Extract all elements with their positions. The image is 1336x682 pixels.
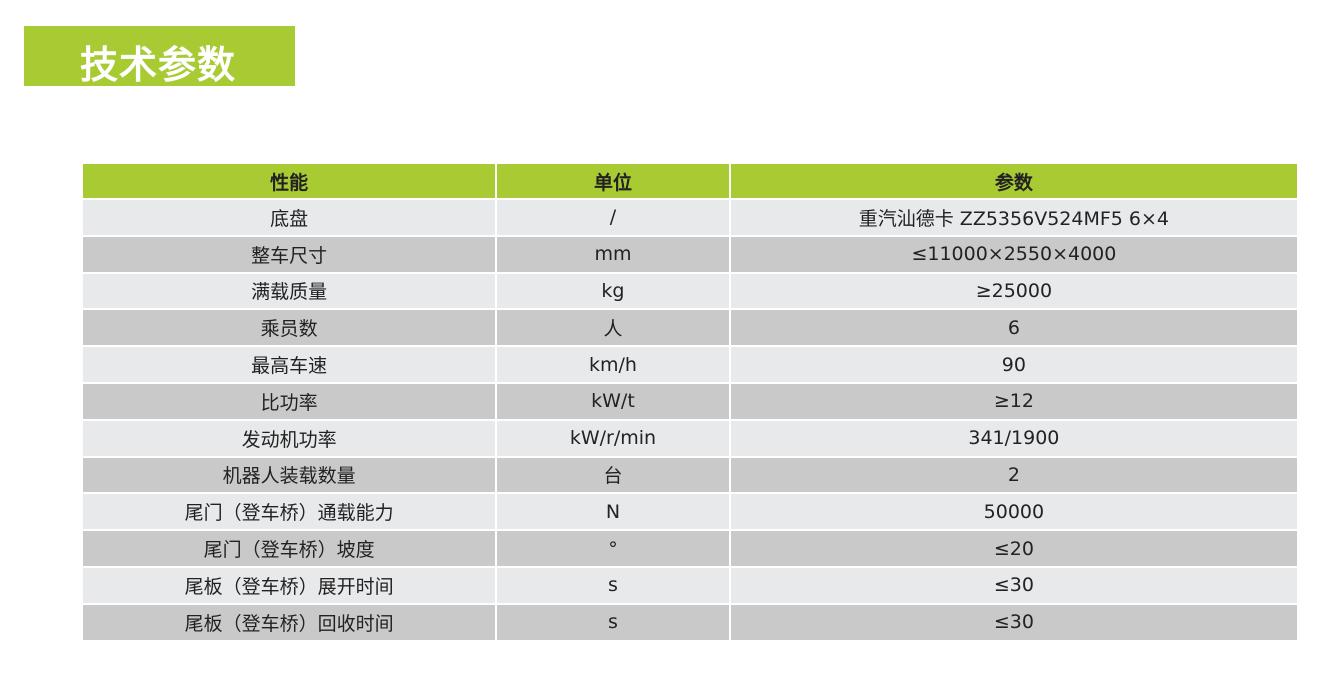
- cell-performance: 尾板（登车桥）展开时间: [83, 567, 496, 603]
- header-parameter: 参数: [730, 164, 1297, 198]
- section-title: 技术参数: [80, 43, 237, 87]
- header-performance: 性能: [83, 164, 496, 198]
- section-title-banner: 技术参数: [24, 26, 295, 87]
- cell-parameter: ≤11000×2550×4000: [730, 236, 1297, 272]
- cell-performance: 机器人装载数量: [83, 457, 496, 493]
- table-header-row: 性能 单位 参数: [83, 164, 1297, 198]
- table-row: 满载质量 kg ≥25000: [83, 273, 1297, 309]
- cell-parameter: ≥25000: [730, 273, 1297, 309]
- table-row: 底盘 / 重汽汕德卡 ZZ5356V524MF5 6×4: [83, 200, 1297, 235]
- table-row: 乘员数人 6: [83, 310, 1297, 346]
- cell-parameter: 6: [730, 310, 1297, 346]
- cell-parameter: 90: [730, 347, 1297, 382]
- cell-performance: 整车尺寸: [83, 236, 496, 272]
- cell-parameter: 重汽汕德卡 ZZ5356V524MF5 6×4: [730, 200, 1297, 235]
- cell-unit: 人: [497, 310, 729, 346]
- table-row: 尾板（登车桥）回收时间 s ≤30: [83, 604, 1297, 640]
- cell-unit: s: [497, 567, 729, 603]
- cell-unit: 台: [497, 457, 729, 493]
- cell-performance: 尾板（登车桥）回收时间: [83, 604, 496, 640]
- cell-performance: 底盘: [83, 200, 496, 235]
- cell-unit: km/h: [497, 347, 729, 382]
- cell-parameter: 341/1900: [730, 420, 1297, 456]
- table-row: 比功率 kW/t ≥12: [83, 383, 1297, 419]
- table-row: 整车尺寸 mm ≤11000×2550×4000: [83, 236, 1297, 272]
- cell-unit: °: [497, 531, 729, 566]
- cell-unit: kg: [497, 273, 729, 309]
- cell-performance: 比功率: [83, 383, 496, 419]
- table-row: 尾门（登车桥）坡度 ° ≤20: [83, 531, 1297, 566]
- table-row: 发动机功率 kW/r/min 341/1900: [83, 420, 1297, 456]
- cell-unit: kW/t: [497, 383, 729, 419]
- cell-unit: s: [497, 604, 729, 640]
- table-row: 机器人装载数量台 2: [83, 457, 1297, 493]
- cell-parameter: ≤30: [730, 567, 1297, 603]
- table-row: 尾门（登车桥）通载能力 N 50000: [83, 494, 1297, 530]
- cell-performance: 满载质量: [83, 273, 496, 309]
- cell-performance: 发动机功率: [83, 420, 496, 456]
- table-row: 最高车速 km/h 90: [83, 347, 1297, 382]
- cell-parameter: 2: [730, 457, 1297, 493]
- header-unit: 单位: [497, 164, 729, 198]
- spec-table: 性能 单位 参数 底盘 / 重汽汕德卡 ZZ5356V524MF5 6×4 整车尺寸 m…: [81, 162, 1299, 642]
- cell-performance: 尾门（登车桥）通载能力: [83, 494, 496, 530]
- cell-parameter: ≤20: [730, 531, 1297, 566]
- cell-parameter: ≤30: [730, 604, 1297, 640]
- cell-performance: 最高车速: [83, 347, 496, 382]
- cell-unit: /: [497, 200, 729, 235]
- cell-unit: kW/r/min: [497, 420, 729, 456]
- cell-performance: 乘员数: [83, 310, 496, 346]
- cell-unit: N: [497, 494, 729, 530]
- table-row: 尾板（登车桥）展开时间 s ≤30: [83, 567, 1297, 603]
- cell-unit: mm: [497, 236, 729, 272]
- cell-parameter: ≥12: [730, 383, 1297, 419]
- cell-performance: 尾门（登车桥）坡度: [83, 531, 496, 566]
- cell-parameter: 50000: [730, 494, 1297, 530]
